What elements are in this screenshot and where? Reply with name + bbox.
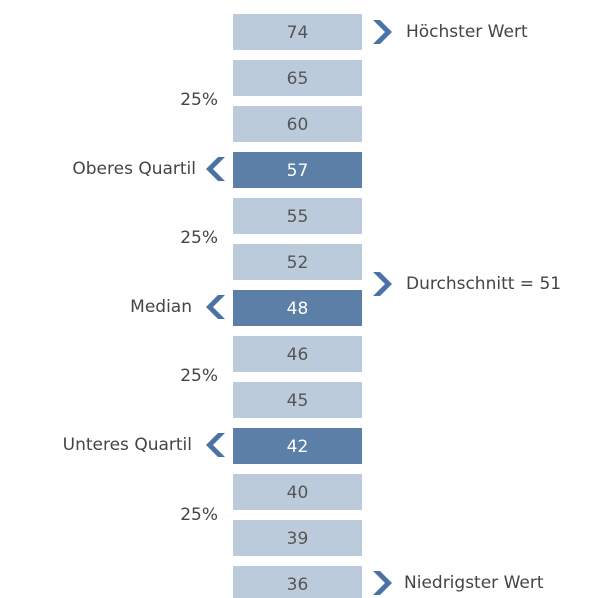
- cell-value: 46: [287, 345, 309, 365]
- value-cell: [233, 382, 362, 418]
- cell-value: 42: [287, 437, 309, 457]
- value-cell: [233, 106, 362, 142]
- chevron-left: [206, 157, 225, 181]
- max-label: Höchster Wert: [406, 22, 528, 42]
- value-cell: [233, 566, 362, 598]
- cell-value: 57: [287, 161, 309, 181]
- value-cell: [233, 198, 362, 234]
- chevron-left: [206, 295, 225, 319]
- value-cell: [233, 520, 362, 556]
- share-label: 25%: [180, 90, 218, 110]
- share-label: 25%: [180, 228, 218, 248]
- quartile-label: Unteres Quartil: [63, 435, 192, 455]
- value-cell: [233, 60, 362, 96]
- value-cell: [233, 336, 362, 372]
- min-label: Niedrigster Wert: [404, 573, 544, 593]
- chevron-right: [373, 20, 392, 44]
- value-cell: [233, 14, 362, 50]
- cell-value: 65: [287, 69, 309, 89]
- chevron-right: [373, 571, 392, 595]
- chevron-right: [373, 272, 392, 296]
- cell-value: 55: [287, 207, 309, 227]
- value-cell: [233, 244, 362, 280]
- value-cell: [233, 474, 362, 510]
- cell-value: 60: [287, 115, 309, 135]
- median-label: Median: [130, 297, 192, 317]
- share-label: 25%: [180, 366, 218, 386]
- quartile-label: Oberes Quartil: [72, 159, 196, 179]
- cell-value: 45: [287, 391, 309, 411]
- chevron-left: [206, 433, 225, 457]
- cell-value: 48: [287, 299, 309, 319]
- cell-value: 52: [287, 253, 309, 273]
- cell-value: 74: [287, 23, 309, 43]
- mean-label: Durchschnitt = 51: [406, 274, 561, 294]
- cell-value: 40: [287, 483, 309, 503]
- cell-value: 36: [287, 575, 309, 595]
- cell-value: 39: [287, 529, 309, 549]
- share-label: 25%: [180, 505, 218, 525]
- value-cell: [233, 428, 362, 464]
- value-cell: [233, 290, 362, 326]
- value-cell: [233, 152, 362, 188]
